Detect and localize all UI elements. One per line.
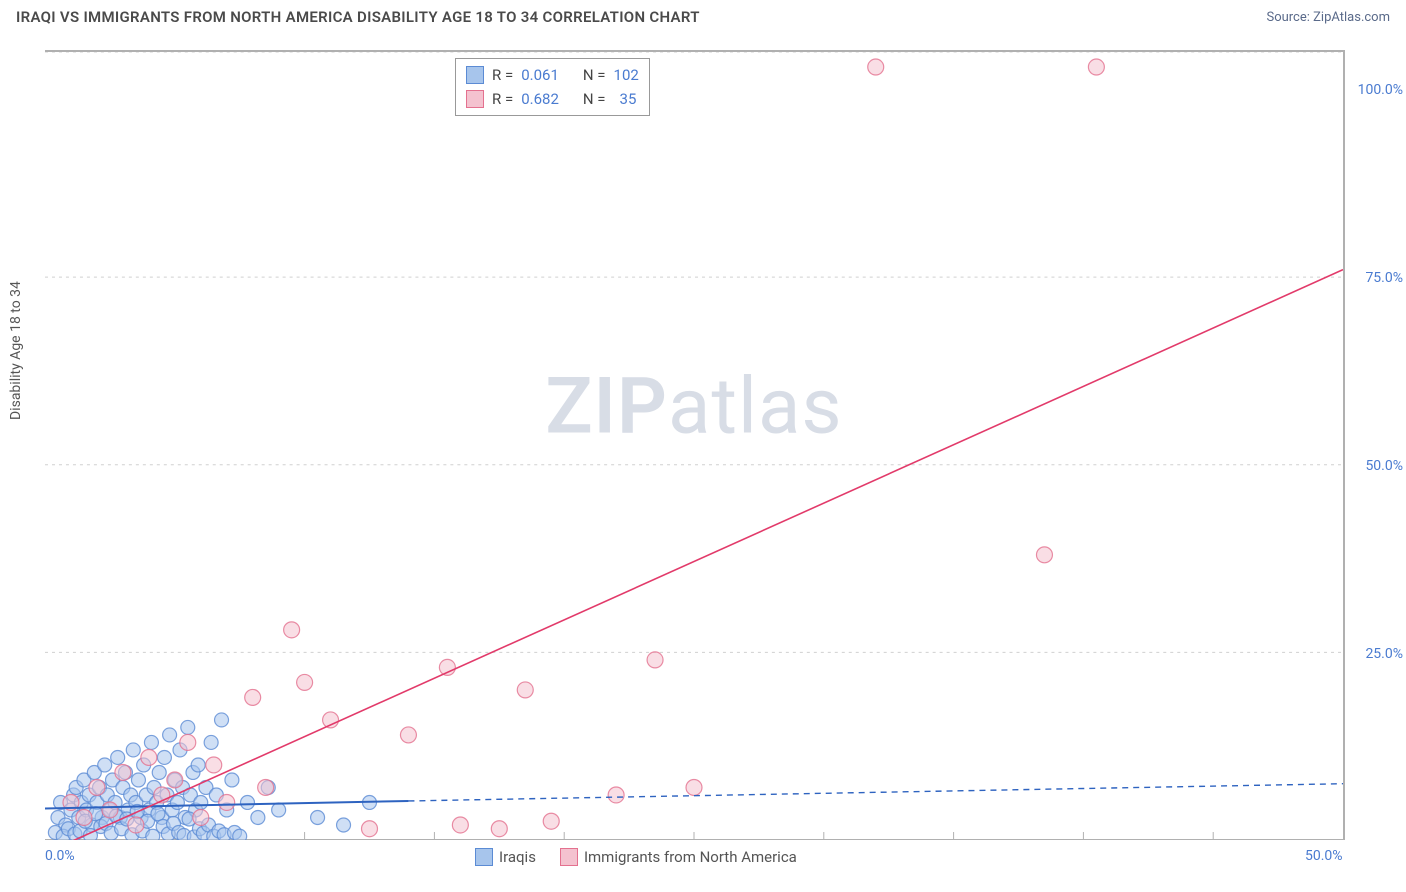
n-value-immigrants: 35	[614, 87, 637, 111]
y-tick-label: 50.0%	[1365, 458, 1403, 474]
chart-header: IRAQI VS IMMIGRANTS FROM NORTH AMERICA D…	[0, 0, 1406, 30]
legend-label-iraqis: Iraqis	[499, 848, 536, 866]
legend-swatch-iraqis	[475, 848, 493, 866]
chart-svg	[45, 52, 1343, 840]
stats-legend: R = 0.061 N = 102 R = 0.682 N = 35	[455, 58, 650, 116]
bottom-legend: Iraqis Immigrants from North America	[475, 848, 797, 866]
legend-swatch-immigrants	[560, 848, 578, 866]
y-tick-label: 75.0%	[1365, 270, 1403, 286]
y-axis-label: Disability Age 18 to 34	[8, 281, 24, 420]
chart-plot-area: ZIPatlas R = 0.061 N = 102 R = 0.682 N =…	[45, 50, 1345, 840]
x-tick-label: 50.0%	[1305, 848, 1343, 864]
swatch-iraqis	[466, 66, 484, 84]
x-tick-label: 0.0%	[45, 848, 75, 864]
n-value-iraqis: 102	[614, 63, 639, 87]
r-value-iraqis: 0.061	[521, 63, 559, 87]
r-label-2: R =	[492, 87, 513, 111]
stats-row-immigrants: R = 0.682 N = 35	[466, 87, 639, 111]
n-label-2: N =	[583, 87, 606, 111]
legend-label-immigrants: Immigrants from North America	[584, 848, 797, 866]
legend-entry-iraqis: Iraqis	[475, 848, 536, 866]
n-label: N =	[583, 63, 606, 87]
r-label: R =	[492, 63, 513, 87]
y-tick-label: 100.0%	[1358, 82, 1403, 98]
y-tick-label: 25.0%	[1365, 646, 1403, 662]
swatch-immigrants	[466, 90, 484, 108]
stats-row-iraqis: R = 0.061 N = 102	[466, 63, 639, 87]
r-value-immigrants: 0.682	[521, 87, 559, 111]
source-attribution: Source: ZipAtlas.com	[1266, 10, 1390, 25]
legend-entry-immigrants: Immigrants from North America	[560, 848, 797, 866]
chart-title: IRAQI VS IMMIGRANTS FROM NORTH AMERICA D…	[16, 8, 700, 26]
